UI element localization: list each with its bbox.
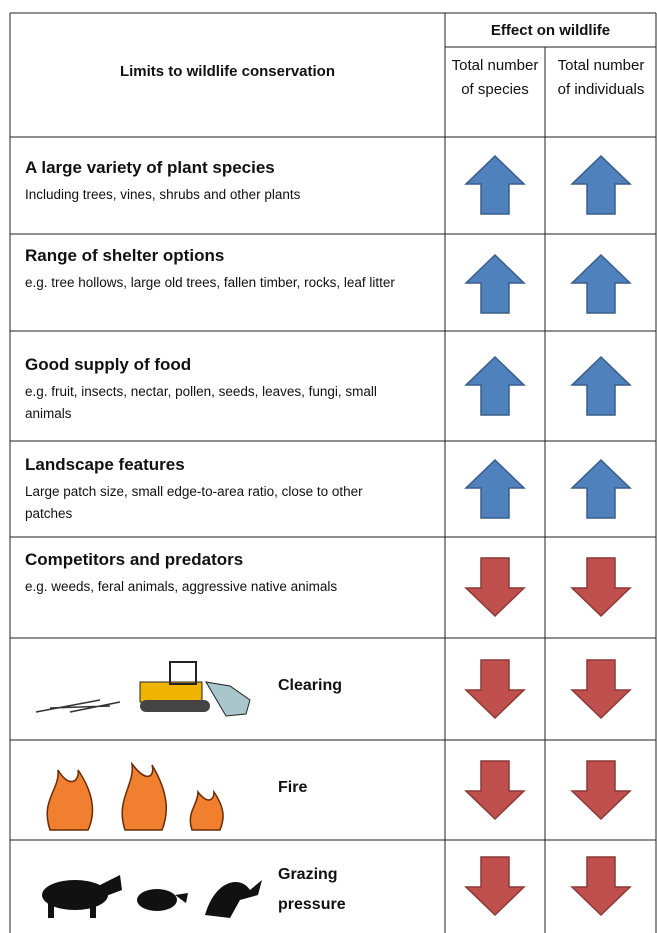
up-arrow xyxy=(466,156,524,214)
row-label: Fire xyxy=(278,773,368,803)
row-description: e.g. weeds, feral animals, aggressive na… xyxy=(25,576,405,598)
up-arrow xyxy=(466,460,524,518)
down-arrow xyxy=(466,558,524,616)
up-arrow xyxy=(466,357,524,415)
down-arrows xyxy=(466,558,630,915)
row-title: A large variety of plant species xyxy=(25,158,275,178)
row-label: Clearing xyxy=(278,671,368,701)
down-arrow xyxy=(466,761,524,819)
row-description: Including trees, vines, shrubs and other… xyxy=(25,184,405,206)
up-arrow xyxy=(466,255,524,313)
column-header: Total number of species xyxy=(448,54,542,102)
up-arrow xyxy=(572,255,630,313)
row-title: Landscape features xyxy=(25,455,185,475)
down-arrow xyxy=(572,558,630,616)
down-arrow xyxy=(572,761,630,819)
down-arrow xyxy=(466,857,524,915)
row-title: Competitors and predators xyxy=(25,550,243,570)
row-description: Large patch size, small edge-to-area rat… xyxy=(25,481,405,525)
down-arrow xyxy=(466,660,524,718)
row-description: e.g. tree hollows, large old trees, fall… xyxy=(25,272,405,294)
up-arrow xyxy=(572,460,630,518)
up-arrow xyxy=(572,357,630,415)
limits-header: Limits to wildlife conservation xyxy=(10,63,445,80)
table-page: Limits to wildlife conservation Effect o… xyxy=(0,0,657,933)
down-arrow xyxy=(572,660,630,718)
fire-icon xyxy=(47,764,223,830)
bulldozer-icon xyxy=(36,662,250,716)
down-arrow xyxy=(572,857,630,915)
column-header: Total number of individuals xyxy=(550,54,652,102)
up-arrows xyxy=(466,156,630,518)
animals-icon xyxy=(42,875,262,918)
row-title: Range of shelter options xyxy=(25,246,224,266)
row-label: Grazing pressure xyxy=(278,860,348,920)
row-title: Good supply of food xyxy=(25,355,191,375)
effect-header: Effect on wildlife xyxy=(445,22,656,39)
row-description: e.g. fruit, insects, nectar, pollen, see… xyxy=(25,381,405,425)
up-arrow xyxy=(572,156,630,214)
